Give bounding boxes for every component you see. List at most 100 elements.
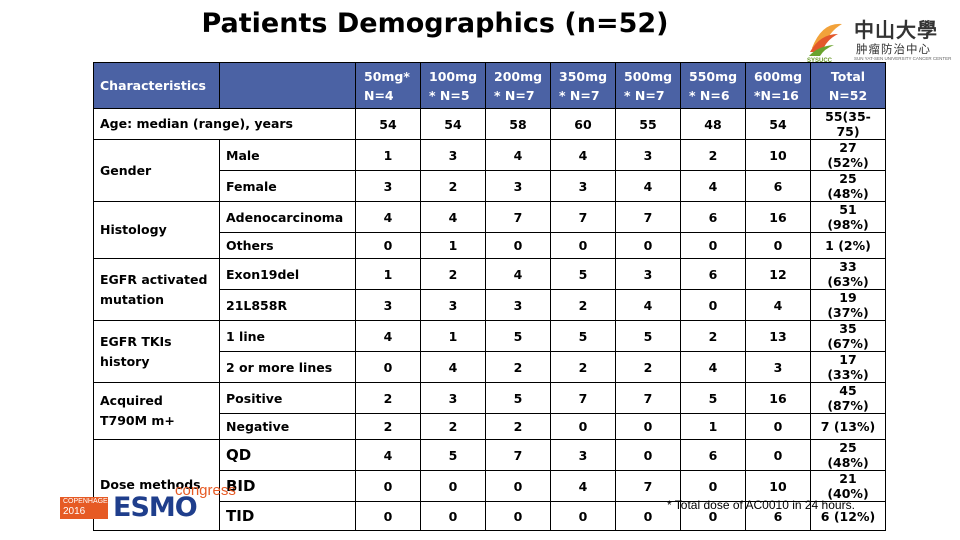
table-cell: 0	[550, 232, 616, 259]
table-cell: 60	[550, 108, 616, 140]
table-cell-total: 55(35-75)	[810, 108, 886, 140]
table-cell: 4	[355, 320, 421, 352]
table-row: Histology Adenocarcinoma 4 4 7 7 7 6 16 51 (98%)	[93, 201, 886, 259]
table-cell: 7	[615, 470, 681, 502]
row-sub-label: 2 or more lines	[219, 351, 356, 383]
row-sub-label: Negative	[219, 413, 356, 440]
table-cell: 2	[420, 170, 486, 202]
esmo-congress-logo: COPENHAGEN 2016 ESMO congress	[60, 482, 240, 528]
table-cell-total: 7 (13%)	[810, 413, 886, 440]
row-sub-label: Exon19del	[219, 258, 356, 290]
table-cell: 54	[745, 108, 811, 140]
table-cell-total: 33 (63%)	[810, 258, 886, 290]
row-group-label: Gender	[93, 139, 220, 202]
row-sub-label: 1 line	[219, 320, 356, 352]
table-cell-total: 19 (37%)	[810, 289, 886, 321]
table-cell-total: 25 (48%)	[810, 439, 886, 471]
table-cell: 2	[680, 320, 746, 352]
table-cell: 0	[355, 501, 421, 531]
logo-sub-cn: 肿瘤防治中心	[856, 44, 931, 56]
table-cell: 0	[680, 470, 746, 502]
table-row: TID 0 0 0 0 0 0 6 6 (12%)	[94, 501, 886, 531]
table-cell: 10	[745, 470, 811, 502]
row-group-label: EGFR activated mutation	[93, 258, 220, 321]
table-row: 2 or more lines 0 4 2 2 2 4 3 17 (33%)	[94, 351, 886, 383]
table-cell: 3	[355, 289, 421, 321]
table-cell: 0	[745, 232, 811, 259]
table-cell: 4	[550, 139, 616, 171]
demographics-table: Characteristics 50mg* N=4 100mg * N=5 200m…	[93, 62, 886, 531]
table-cell: 4	[550, 470, 616, 502]
table-row: 21L858R 3 3 3 2 4 0 4 19 (37%)	[94, 289, 886, 321]
table-cell: 3	[550, 170, 616, 202]
table-cell: 7	[485, 439, 551, 471]
header-total: Total N=52	[810, 62, 886, 109]
table-cell-total: 25 (48%)	[810, 170, 886, 202]
table-cell: 10	[745, 139, 811, 171]
table-cell-total: 17 (33%)	[810, 351, 886, 383]
slide-title: Patients Demographics (n=52)	[201, 8, 669, 39]
table-cell: 0	[745, 439, 811, 471]
table-cell: 12	[745, 258, 811, 290]
table-row: EGFR TKIs history 1 line 4 1 5 5 5 2 13 35 (67%)	[93, 320, 886, 383]
table-cell: 0	[355, 351, 421, 383]
table-cell: 3	[745, 351, 811, 383]
table-cell: 4	[615, 170, 681, 202]
header-dose-50: 50mg* N=4	[355, 62, 421, 109]
table-cell: 4	[355, 439, 421, 471]
table-cell: 7	[550, 382, 616, 414]
table-cell: 5	[550, 320, 616, 352]
table-cell: 4	[420, 351, 486, 383]
table-row: EGFR activated mutation Exon19del 1 2 4 5 3 6 12…	[93, 258, 886, 321]
table-cell: 2	[485, 413, 551, 440]
table-cell-total: 35 (67%)	[810, 320, 886, 352]
row-sub-label: Positive	[219, 382, 356, 414]
table-cell: 7	[615, 201, 681, 233]
table-cell: 7	[550, 201, 616, 233]
row-group-label: Histology	[93, 201, 220, 259]
table-row: Negative 2 2 2 0 0 1 0 7 (13%)	[94, 413, 886, 440]
table-cell: 0	[355, 232, 421, 259]
table-cell: 4	[745, 289, 811, 321]
table-cell-total: 6 (12%)	[810, 501, 886, 531]
table-cell: 7	[615, 382, 681, 414]
table-cell: 4	[420, 201, 486, 233]
table-cell-total: 51 (98%)	[810, 201, 886, 233]
table-cell: 5	[615, 320, 681, 352]
header-dose-550: 550mg * N=6	[680, 62, 746, 109]
table-cell: 2	[550, 351, 616, 383]
row-sub-label: Male	[219, 139, 356, 171]
table-cell: 2	[355, 413, 421, 440]
sysucc-logo: SYSUCC 中山大學 肿瘤防治中心 SUN YAT-SEN UNIVERSIT…	[804, 14, 951, 66]
table-cell: 1	[420, 232, 486, 259]
row-sub-label: QD	[219, 439, 356, 471]
sysucc-logo-icon	[809, 23, 842, 56]
table-cell: 5	[485, 320, 551, 352]
table-cell: 2	[680, 139, 746, 171]
table-cell: 55	[615, 108, 681, 140]
esmo-congress-text: congress	[175, 482, 236, 499]
table-cell: 0	[615, 413, 681, 440]
table-cell: 1	[420, 320, 486, 352]
footnote: * Total dose of AC0010 in 24 hours.	[667, 498, 855, 512]
table-cell: 1	[680, 413, 746, 440]
table-cell: 0	[745, 413, 811, 440]
table-cell: 2	[550, 289, 616, 321]
table-row: Gender Male 1 3 4 4 3 2 10 27 (52%)	[93, 139, 886, 202]
table-cell: 0	[615, 232, 681, 259]
table-cell: 6	[745, 501, 811, 531]
table-cell: 0	[615, 439, 681, 471]
header-characteristics: Characteristics	[93, 62, 220, 109]
table-cell: 4	[485, 139, 551, 171]
table-cell: 4	[355, 201, 421, 233]
table-cell: 5	[550, 258, 616, 290]
table-cell: 3	[420, 139, 486, 171]
row-sub-label: Adenocarcinoma	[219, 201, 356, 233]
table-cell: 4	[615, 289, 681, 321]
table-cell-total: 1 (2%)	[810, 232, 886, 259]
table-cell: 0	[420, 470, 486, 502]
row-sub-label: Others	[219, 232, 356, 259]
table-cell: 0	[550, 413, 616, 440]
row-group-label: EGFR TKIs history	[93, 320, 220, 383]
row-sub-label: BID	[219, 470, 356, 502]
